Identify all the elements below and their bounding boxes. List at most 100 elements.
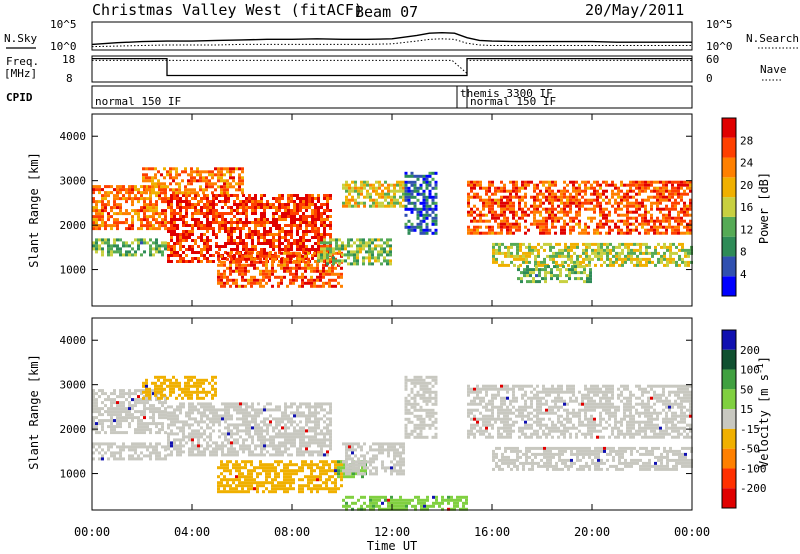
power-cell — [503, 210, 506, 214]
velocity-cell — [251, 441, 254, 445]
power-cell — [92, 191, 95, 195]
power-cell — [191, 260, 194, 263]
velocity-cell — [308, 429, 311, 433]
power-cell — [545, 180, 548, 184]
velocity-cell — [340, 472, 343, 476]
power-cell — [644, 219, 647, 223]
velocity-cell — [185, 435, 188, 439]
velocity-cell — [307, 487, 310, 491]
velocity-cell — [206, 435, 209, 439]
power-cell — [617, 225, 620, 229]
power-cell — [533, 183, 536, 187]
power-cell — [678, 263, 681, 267]
power-cell — [416, 210, 420, 214]
power-cell — [149, 209, 152, 213]
power-cell — [620, 207, 623, 211]
velocity-cell — [331, 487, 334, 491]
power-cell — [378, 204, 381, 208]
velocity-cell — [284, 408, 287, 412]
power-cell — [467, 213, 470, 217]
power-cell — [277, 275, 280, 279]
power-cell — [326, 200, 329, 203]
power-cell — [645, 263, 648, 267]
power-cell — [687, 251, 690, 255]
power-cell — [517, 277, 520, 281]
velocity-cell — [268, 466, 271, 470]
power-cell — [95, 227, 98, 231]
power-cell — [320, 218, 323, 221]
power-cell — [378, 201, 381, 205]
velocity-cell — [275, 450, 278, 454]
velocity-cell — [275, 432, 278, 436]
power-cell — [197, 260, 200, 263]
velocity-cell — [257, 426, 260, 430]
power-cell — [503, 186, 506, 190]
power-cell — [323, 245, 326, 248]
power-cell — [181, 170, 184, 174]
power-cell — [374, 259, 377, 263]
power-cell — [235, 182, 238, 186]
power-cell — [671, 207, 674, 211]
power-cell — [425, 177, 429, 181]
power-cell — [107, 215, 110, 219]
power-cell — [101, 247, 104, 251]
velocity-cell — [122, 416, 125, 420]
power-cell — [293, 215, 296, 218]
velocity-cell — [317, 417, 320, 421]
power-cell — [338, 247, 341, 251]
power-cell — [583, 268, 586, 272]
power-cell — [524, 192, 527, 196]
velocity-cell — [253, 466, 256, 470]
power-cell — [632, 204, 635, 208]
power-cell — [232, 185, 235, 189]
power-cell — [289, 266, 292, 270]
power-cell — [689, 225, 692, 229]
power-cell — [323, 227, 326, 230]
power-cell — [229, 278, 232, 282]
velocity-cell — [175, 378, 178, 382]
power-cell — [326, 194, 329, 197]
velocity-cell — [293, 429, 296, 433]
power-cell — [402, 189, 405, 193]
power-cell — [565, 268, 568, 272]
power-cell — [320, 212, 323, 215]
power-cell — [356, 250, 359, 254]
velocity-cell — [163, 381, 166, 385]
power-cell — [431, 195, 435, 199]
power-cell — [644, 189, 647, 193]
power-cell — [633, 248, 636, 252]
velocity-cell — [235, 484, 238, 488]
power-cell — [301, 254, 304, 258]
power-cell — [221, 227, 224, 230]
power-cell — [110, 247, 113, 251]
power-cell — [241, 176, 244, 180]
power-cell — [345, 189, 348, 193]
power-cell — [299, 215, 302, 218]
power-cell — [191, 239, 194, 242]
power-cell — [131, 215, 134, 219]
velocity-cell — [301, 490, 304, 494]
power-cell — [296, 224, 299, 227]
power-cell — [495, 257, 498, 261]
velocity-cell — [286, 466, 289, 470]
velocity-cell — [212, 408, 215, 412]
power-cell — [143, 224, 146, 228]
velocity-cell — [146, 454, 149, 458]
power-cell — [190, 188, 193, 192]
power-cell — [164, 241, 167, 245]
power-cell — [164, 194, 167, 198]
power-cell — [506, 207, 509, 211]
velocity-cell — [217, 487, 220, 491]
power-cell — [242, 212, 245, 215]
power-cell — [220, 281, 223, 285]
velocity-cell — [160, 396, 163, 400]
power-cell — [230, 236, 233, 239]
velocity-cell — [113, 457, 116, 461]
power-cell — [179, 242, 182, 245]
velocity-cell — [166, 384, 169, 388]
velocity-cell — [248, 444, 251, 448]
velocity-cell — [272, 441, 275, 445]
power-cell — [578, 186, 581, 190]
velocity-cell — [293, 438, 296, 442]
